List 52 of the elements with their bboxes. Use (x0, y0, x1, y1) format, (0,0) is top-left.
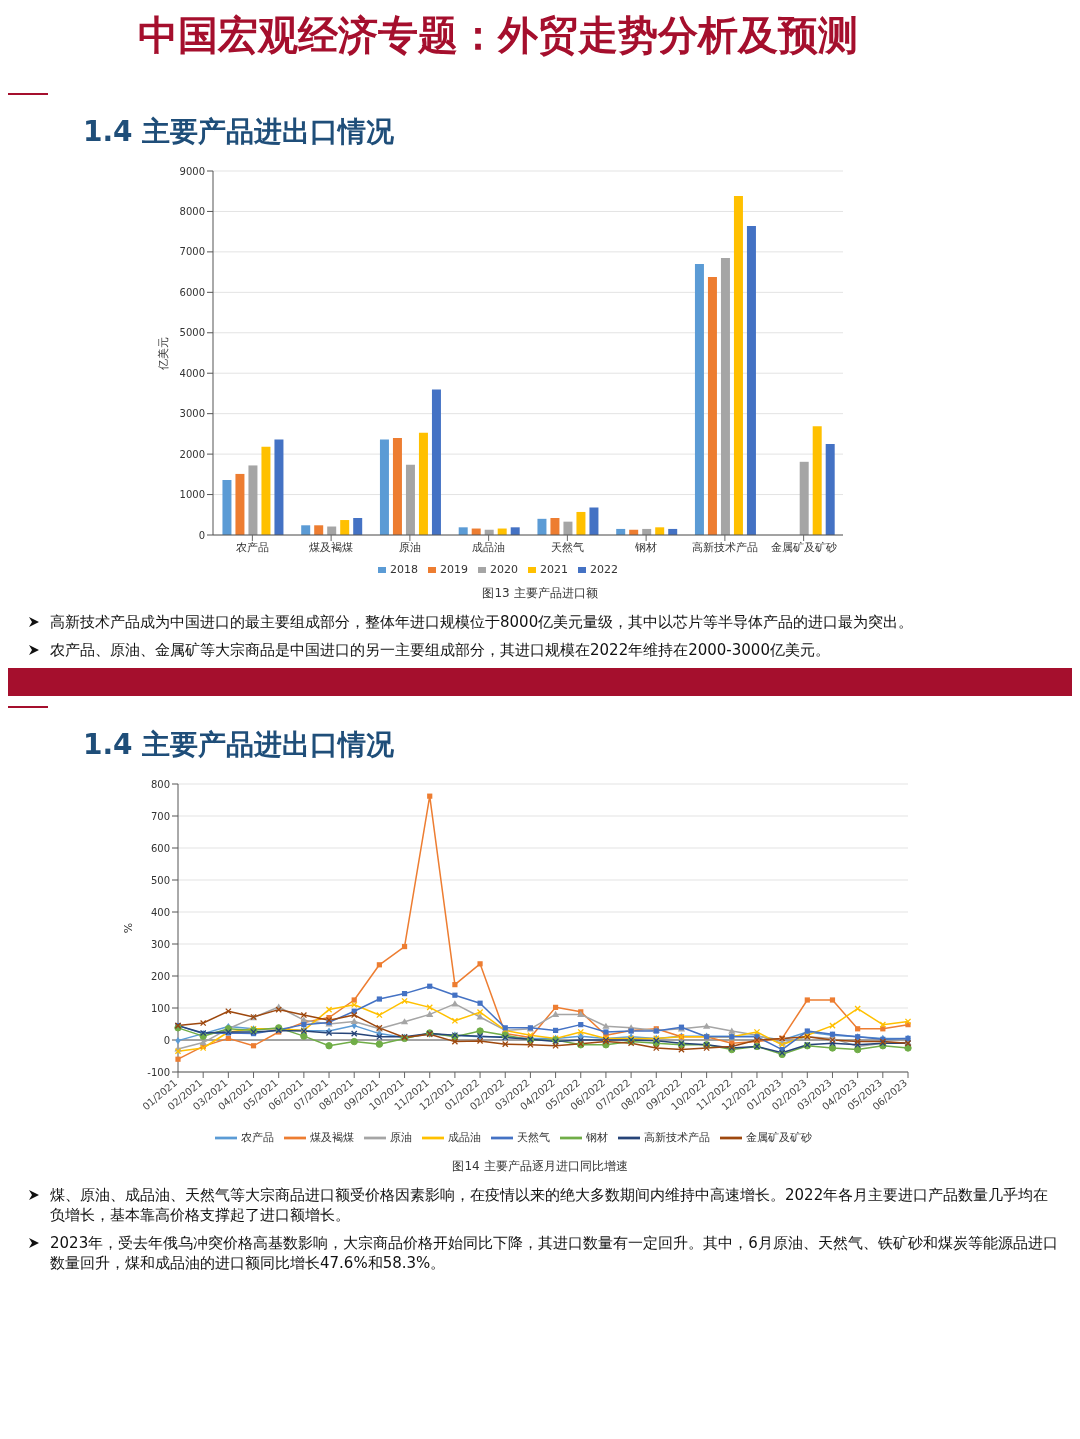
chart-subtitle: 1.4 主要产品进出口情况 (83, 114, 396, 150)
legend-label: 高新技术产品 (643, 1131, 710, 1144)
chart-title: 中国宏观经济专题：外贸走势分析及预测 (137, 11, 859, 60)
legend-label: 2020 (490, 563, 518, 576)
legend-label: 2019 (440, 563, 468, 576)
y-tick-label: 8000 (179, 205, 205, 217)
x-tick-label: 煤及褐煤 (309, 540, 354, 554)
x-tick-label: 钢材 (634, 540, 658, 554)
x-tick-label: 农产品 (235, 540, 269, 554)
x-tick-label: 金属矿及矿砂 (770, 540, 837, 554)
legend-label: 成品油 (447, 1131, 481, 1144)
legend-label: 天然气 (516, 1131, 550, 1144)
legend-label: 农产品 (240, 1131, 274, 1144)
y-tick-label: 0 (163, 1034, 170, 1046)
y-tick-label: 200 (150, 970, 170, 982)
y-tick-label: -100 (147, 1066, 170, 1078)
y-tick-label: 6000 (179, 286, 205, 298)
legend-label: 钢材 (585, 1131, 608, 1144)
y-tick-label: 4000 (179, 367, 205, 379)
x-tick-label: 成品油 (472, 540, 506, 554)
legend-label: 金属矿及矿砂 (745, 1131, 812, 1144)
y-tick-label: 7000 (179, 246, 205, 258)
y-tick-label: 800 (150, 778, 170, 790)
y-tick-label: 300 (150, 938, 170, 950)
y-tick-label: 700 (150, 810, 170, 822)
y-tick-label: 2000 (179, 448, 205, 460)
x-tick-label: 天然气 (550, 540, 584, 554)
x-tick-label: 高新技术产品 (691, 540, 758, 554)
caption: 图13 主要产品进口额 (481, 585, 599, 602)
y-tick-label: 3000 (179, 408, 205, 420)
y-tick-label: 0 (198, 529, 205, 541)
y-tick-label: 500 (150, 874, 170, 886)
legend-label: 原油 (389, 1131, 412, 1144)
y-tick-label: 100 (150, 1002, 170, 1014)
legend-label: 2022 (590, 563, 618, 576)
text: 高新技术产品成为中国进口的最主要组成部分，整体年进口规模位于8000亿美元量级，其中以芯片等半导体产品的进口最为突出。 (50, 612, 914, 632)
text: 2023年，受去年俄乌冲突价格高基数影响，大宗商品价格开始同比下降，其进口数量有一定回升。其中，6月原油、天然气、铁矿砂和煤炭等能源品进口数量回升，煤和成品油的进口额同比增长47.6%和58.3%。 (50, 1233, 1059, 1273)
y-tick-label: 5000 (179, 327, 205, 339)
legend-label: 2021 (540, 563, 568, 576)
x-tick-label: 原油 (398, 540, 421, 554)
y-tick-label: 400 (150, 906, 170, 918)
legend-label: 煤及褐煤 (309, 1131, 354, 1144)
caption: 图14 主要产品逐月进口同比增速 (451, 1158, 629, 1175)
text: 农产品、原油、金属矿等大宗商品是中国进口的另一主要组成部分，其进口规模在2022年维持在2000-3000亿美元。 (50, 640, 830, 660)
legend-label: 2018 (390, 563, 418, 576)
y-tick-label: 9000 (179, 165, 205, 177)
y-tick-label: 1000 (179, 489, 205, 501)
y-axis-title: % (121, 922, 135, 934)
chart-title: 1.4 主要产品进出口情况 (83, 727, 396, 763)
y-tick-label: 600 (150, 842, 170, 854)
y-axis-title: 亿美元 (156, 336, 170, 371)
text: 煤、原油、成品油、天然气等大宗商品进口额受价格因素影响，在疫情以来的绝大多数期间内维持中高速增长。2022年各月主要进口产品数量几乎均在负增长，基本靠高价格支撑起了进口额增长。 (50, 1185, 1050, 1225)
